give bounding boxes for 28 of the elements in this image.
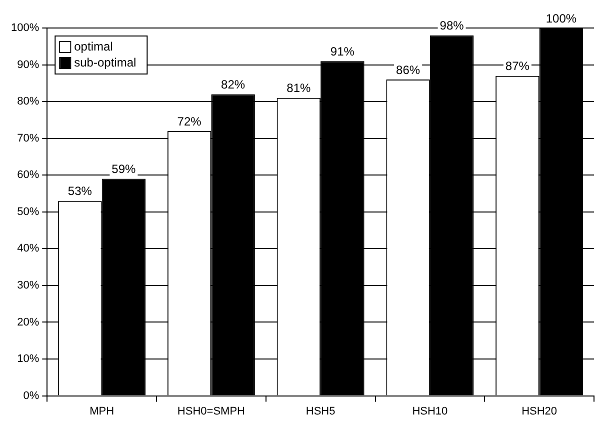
y-tick-label: 0% — [23, 390, 40, 402]
y-tick-label: 60% — [17, 169, 40, 182]
x-tick-label: HSH5 — [306, 405, 336, 418]
data-label: 59% — [112, 162, 136, 176]
legend-label: optimal — [74, 39, 113, 54]
x-tick-label: MPH — [90, 405, 114, 418]
legend-label: sub-optimal — [74, 55, 136, 70]
y-tick-label: 80% — [17, 96, 40, 108]
data-label: 98% — [440, 18, 464, 33]
y-tick-label: 30% — [17, 279, 40, 292]
x-tick-label: HSH0=SMPH — [177, 405, 246, 418]
data-label: 53% — [68, 184, 92, 198]
data-label: 81% — [286, 81, 312, 96]
y-tick-label: 90% — [17, 58, 40, 71]
data-label: 82% — [221, 78, 246, 92]
data-label: 91% — [330, 44, 355, 58]
y-tick-label: 50% — [17, 206, 40, 218]
y-tick-label: 100% — [10, 22, 40, 34]
y-tick-label: 20% — [17, 316, 40, 328]
x-tick-label: HSH20 — [522, 405, 558, 418]
data-label: 72% — [177, 114, 202, 128]
data-label: 87% — [505, 59, 530, 74]
data-label: 100% — [546, 11, 577, 26]
y-tick-label: 10% — [17, 353, 40, 366]
y-tick-label: 40% — [17, 242, 40, 255]
data-label: 86% — [396, 62, 420, 77]
y-tick-label: 70% — [17, 132, 40, 144]
x-tick-label: HSH10 — [412, 405, 448, 418]
